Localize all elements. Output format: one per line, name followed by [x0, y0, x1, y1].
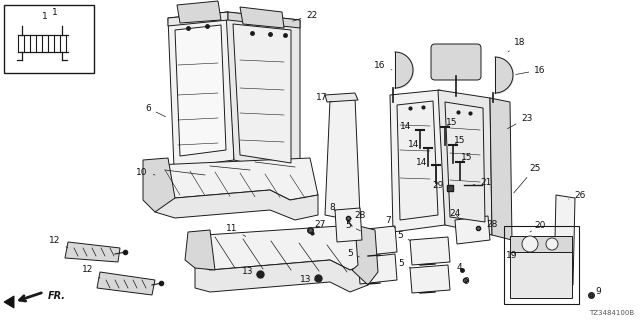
Text: 28: 28 [480, 220, 498, 229]
Text: 5: 5 [347, 249, 360, 258]
Text: 1: 1 [42, 12, 48, 20]
Polygon shape [438, 90, 492, 235]
Polygon shape [510, 250, 572, 298]
Polygon shape [4, 296, 14, 308]
Text: 5: 5 [398, 259, 410, 268]
Text: 20: 20 [530, 220, 546, 232]
Polygon shape [177, 1, 221, 23]
Polygon shape [390, 90, 445, 232]
Polygon shape [325, 93, 358, 102]
Polygon shape [410, 237, 450, 265]
Polygon shape [490, 98, 512, 240]
Polygon shape [358, 254, 397, 284]
Text: 15: 15 [461, 153, 473, 162]
Bar [4, 5, 94, 73]
Polygon shape [185, 230, 215, 270]
Polygon shape [233, 24, 291, 163]
Text: TZ3484100B: TZ3484100B [589, 310, 634, 316]
Text: 9: 9 [591, 287, 601, 297]
Polygon shape [397, 101, 438, 220]
Text: 12: 12 [83, 266, 100, 278]
Text: 9: 9 [463, 276, 469, 285]
Text: 19: 19 [506, 251, 518, 260]
Text: 14: 14 [416, 157, 433, 166]
Polygon shape [240, 7, 284, 28]
Text: 16: 16 [374, 60, 392, 70]
Text: 25: 25 [514, 164, 541, 193]
Polygon shape [352, 225, 378, 285]
Text: 5: 5 [345, 220, 360, 231]
Text: 22: 22 [292, 11, 317, 21]
Text: 15: 15 [446, 117, 458, 126]
Polygon shape [554, 195, 575, 285]
Text: 27: 27 [308, 220, 326, 231]
Text: 13: 13 [243, 268, 258, 276]
Polygon shape [97, 272, 155, 295]
FancyBboxPatch shape [431, 44, 481, 80]
Polygon shape [175, 25, 226, 156]
Text: 23: 23 [508, 114, 532, 129]
Text: 16: 16 [516, 66, 546, 75]
Text: 8: 8 [329, 203, 335, 212]
Polygon shape [445, 102, 485, 222]
Text: 13: 13 [300, 276, 316, 284]
Text: 1: 1 [52, 7, 58, 17]
Polygon shape [195, 260, 368, 292]
Text: 12: 12 [49, 236, 68, 248]
Polygon shape [325, 98, 360, 218]
Polygon shape [335, 208, 362, 242]
Polygon shape [195, 225, 365, 270]
Polygon shape [168, 12, 234, 168]
Polygon shape [155, 190, 318, 220]
Polygon shape [143, 158, 175, 212]
Text: FR.: FR. [48, 291, 66, 301]
Text: 28: 28 [350, 211, 365, 220]
Text: 11: 11 [227, 223, 246, 236]
Bar [504, 226, 579, 304]
Circle shape [522, 236, 538, 252]
Polygon shape [510, 236, 572, 252]
Text: 21: 21 [473, 178, 492, 187]
Polygon shape [168, 12, 228, 26]
Circle shape [546, 238, 558, 250]
Polygon shape [155, 158, 318, 200]
Text: 29: 29 [432, 180, 450, 189]
Text: 7: 7 [385, 215, 395, 228]
Text: 14: 14 [400, 122, 417, 131]
Text: 5: 5 [397, 230, 410, 241]
Text: 26: 26 [568, 190, 586, 199]
Text: 17: 17 [316, 92, 332, 102]
Text: 14: 14 [408, 140, 426, 148]
Polygon shape [226, 12, 300, 175]
Text: 24: 24 [449, 209, 461, 218]
Polygon shape [410, 265, 450, 293]
Text: 10: 10 [136, 167, 155, 177]
Text: 6: 6 [145, 103, 166, 117]
Text: 4: 4 [456, 262, 462, 271]
Text: 15: 15 [454, 135, 466, 145]
Polygon shape [455, 216, 490, 244]
Polygon shape [228, 12, 300, 28]
Text: 18: 18 [508, 37, 525, 52]
Polygon shape [358, 226, 397, 256]
Polygon shape [65, 242, 120, 262]
